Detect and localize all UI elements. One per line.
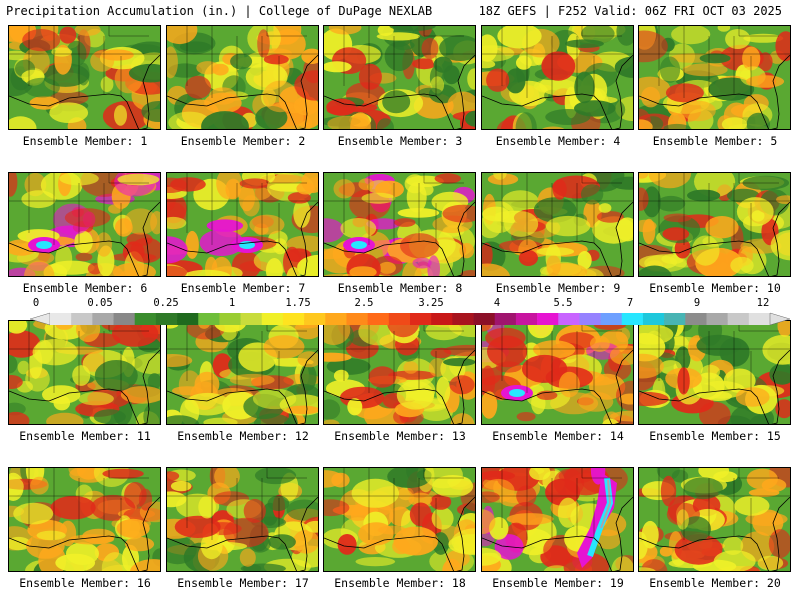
colorbar-swatch bbox=[113, 313, 136, 325]
colorbar-tick-label: 4 bbox=[493, 297, 501, 309]
colorbar-tick-label: 0.25 bbox=[153, 297, 179, 309]
colorbar-swatch bbox=[325, 313, 347, 325]
ensemble-member-label: Ensemble Member: 14 bbox=[492, 429, 624, 443]
colorbar-tick-label: 3.25 bbox=[418, 297, 444, 309]
ensemble-map-panel bbox=[481, 25, 634, 130]
ensemble-map-panel bbox=[8, 467, 161, 572]
ensemble-map-panel bbox=[323, 25, 476, 130]
colorbar-swatch bbox=[685, 313, 707, 325]
colorbar-left-arrow bbox=[30, 312, 51, 326]
colorbar-swatch bbox=[727, 313, 750, 325]
title-right: 18Z GEFS | F252 Valid: 06Z FRI OCT 03 20… bbox=[478, 4, 782, 18]
ensemble-member-label: Ensemble Member: 6 bbox=[22, 281, 148, 295]
ensemble-map-panel bbox=[481, 320, 634, 425]
ensemble-map-panel bbox=[638, 172, 791, 277]
ensemble-map-panel bbox=[638, 320, 791, 425]
colorbar-swatch bbox=[558, 313, 580, 325]
colorbar-swatch bbox=[600, 313, 623, 325]
ensemble-member-label: Ensemble Member: 9 bbox=[495, 281, 621, 295]
ensemble-map-panel bbox=[166, 320, 319, 425]
colorbar-tick-label: 1 bbox=[228, 297, 236, 309]
ensemble-map-panel bbox=[323, 320, 476, 425]
colorbar-tick-label: 7 bbox=[626, 297, 634, 309]
colorbar-tick-label: 1.75 bbox=[285, 297, 311, 309]
colorbar-swatch bbox=[494, 313, 517, 325]
ensemble-member-label: Ensemble Member: 19 bbox=[492, 576, 624, 590]
colorbar-swatch bbox=[346, 313, 368, 325]
ensemble-member-label: Ensemble Member: 11 bbox=[19, 429, 151, 443]
colorbar-tick-label: 5.5 bbox=[553, 297, 573, 309]
colorbar-tick-label: 2.5 bbox=[354, 297, 374, 309]
colorbar-swatch bbox=[664, 313, 686, 325]
colorbar-right-arrow bbox=[769, 312, 790, 326]
ensemble-member-label: Ensemble Member: 3 bbox=[337, 134, 463, 148]
ensemble-member-label: Ensemble Member: 2 bbox=[180, 134, 306, 148]
colorbar-swatch bbox=[155, 313, 178, 325]
ensemble-member-label: Ensemble Member: 1 bbox=[22, 134, 148, 148]
colorbar-swatch bbox=[473, 313, 496, 325]
colorbar-swatch bbox=[92, 313, 114, 325]
ensemble-member-label: Ensemble Member: 5 bbox=[652, 134, 778, 148]
ensemble-member-label: Ensemble Member: 15 bbox=[649, 429, 781, 443]
ensemble-member-label: Ensemble Member: 10 bbox=[649, 281, 781, 295]
ensemble-map-panel bbox=[8, 172, 161, 277]
colorbar-swatch bbox=[177, 313, 199, 325]
colorbar-swatch bbox=[621, 313, 644, 325]
colorbar-swatch bbox=[198, 313, 220, 325]
colorbar-swatch bbox=[50, 313, 72, 325]
ensemble-map-panel bbox=[8, 25, 161, 130]
ensemble-member-label: Ensemble Member: 12 bbox=[177, 429, 309, 443]
ensemble-member-label: Ensemble Member: 4 bbox=[495, 134, 621, 148]
colorbar-swatch bbox=[537, 313, 559, 325]
ensemble-member-label: Ensemble Member: 18 bbox=[334, 576, 466, 590]
title-left: Precipitation Accumulation (in.) | Colle… bbox=[6, 4, 433, 18]
colorbar-swatch bbox=[240, 313, 263, 325]
ensemble-map-panel bbox=[166, 25, 319, 130]
ensemble-map-panel bbox=[481, 172, 634, 277]
colorbar-tick-label: 0.05 bbox=[87, 297, 113, 309]
ensemble-map-panel bbox=[166, 467, 319, 572]
colorbar-swatch bbox=[706, 313, 728, 325]
ensemble-map-panel bbox=[323, 172, 476, 277]
colorbar-swatch bbox=[452, 313, 474, 325]
ensemble-map-panel bbox=[323, 467, 476, 572]
ensemble-member-label: Ensemble Member: 13 bbox=[334, 429, 466, 443]
colorbar-swatch bbox=[367, 313, 390, 325]
colorbar-swatch bbox=[515, 313, 538, 325]
colorbar-tick-label: 12 bbox=[756, 297, 770, 309]
colorbar-swatch bbox=[642, 313, 665, 325]
ensemble-member-label: Ensemble Member: 8 bbox=[337, 281, 463, 295]
colorbar-swatch bbox=[219, 313, 241, 325]
ensemble-map-panel bbox=[8, 320, 161, 425]
ensemble-member-label: Ensemble Member: 17 bbox=[177, 576, 309, 590]
ensemble-map-panel bbox=[638, 25, 791, 130]
colorbar-swatch bbox=[282, 313, 305, 325]
ensemble-map-panel bbox=[481, 467, 634, 572]
colorbar-swatch bbox=[388, 313, 411, 325]
ensemble-map-panel bbox=[638, 467, 791, 572]
colorbar-swatch bbox=[431, 313, 453, 325]
colorbar-swatch bbox=[71, 313, 93, 325]
ensemble-member-label: Ensemble Member: 7 bbox=[180, 281, 306, 295]
ensemble-map-panel bbox=[166, 172, 319, 277]
ensemble-member-label: Ensemble Member: 16 bbox=[19, 576, 151, 590]
colorbar-swatch bbox=[410, 313, 432, 325]
colorbar-swatch bbox=[261, 313, 284, 325]
colorbar-swatch bbox=[134, 313, 157, 325]
colorbar-swatch bbox=[579, 313, 601, 325]
colorbar-swatch bbox=[748, 313, 771, 325]
colorbar-tick-label: 0 bbox=[32, 297, 40, 309]
ensemble-member-label: Ensemble Member: 20 bbox=[649, 576, 781, 590]
colorbar-tick-label: 9 bbox=[693, 297, 701, 309]
colorbar bbox=[30, 312, 790, 326]
colorbar-swatch bbox=[304, 313, 326, 325]
